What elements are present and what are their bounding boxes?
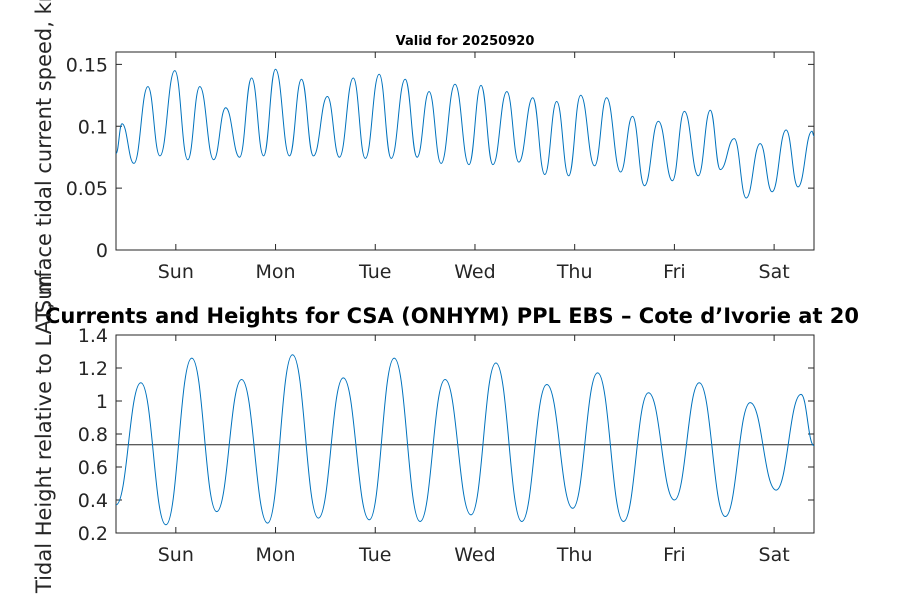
- chart-title: Valid for 20250920: [396, 34, 535, 49]
- x-tick-label: Mon: [256, 544, 296, 566]
- y-tick-label: 0.4: [78, 490, 108, 512]
- x-tick-label: Thu: [556, 544, 593, 566]
- y-ticks: 0.2 0.4 0.6 0.8 1 1.2 1.4: [78, 325, 814, 545]
- x-tick-label: Fri: [663, 261, 686, 283]
- tidal-height-chart: Currents and Heights for CSA (ONHYM) PPL…: [32, 275, 859, 594]
- y-axis-label: Surface tidal current speed, kn: [32, 0, 56, 313]
- x-tick-label: Wed: [454, 544, 495, 566]
- x-tick-label: Sat: [759, 261, 790, 283]
- x-tick-label: Tue: [358, 261, 391, 283]
- x-ticks: Sun Mon Tue Wed Thu Fri Sat: [158, 52, 790, 283]
- y-tick-label: 0.2: [78, 523, 108, 545]
- chart-title: Currents and Heights for CSA (ONHYM) PPL…: [45, 304, 859, 328]
- y-tick-label: 0.8: [78, 424, 108, 446]
- x-tick-label: Fri: [663, 544, 686, 566]
- x-tick-label: Wed: [454, 261, 495, 283]
- x-tick-label: Mon: [256, 261, 296, 283]
- y-tick-label: 0: [96, 240, 108, 262]
- x-tick-label: Tue: [358, 544, 391, 566]
- x-tick-label: Thu: [556, 261, 593, 283]
- y-tick-label: 0.6: [78, 457, 108, 479]
- x-tick-label: Sun: [158, 261, 194, 283]
- x-tick-label: Sat: [759, 544, 790, 566]
- y-tick-label: 1.2: [78, 358, 108, 380]
- current-speed-chart: Valid for 20250920 Surface tidal current…: [32, 0, 815, 313]
- y-tick-label: 1: [96, 391, 108, 413]
- x-ticks: Sun Mon Tue Wed Thu Fri Sat: [158, 335, 790, 566]
- y-tick-label: 0.15: [66, 54, 108, 76]
- tidal-height-line: [115, 354, 815, 526]
- y-axis-label: Tidal Height relative to LAT, m: [32, 275, 56, 594]
- current-speed-line: [115, 68, 815, 199]
- x-tick-label: Sun: [158, 544, 194, 566]
- y-tick-label: 0.05: [66, 178, 108, 200]
- y-tick-label: 0.1: [78, 116, 108, 138]
- y-tick-label: 1.4: [78, 325, 108, 347]
